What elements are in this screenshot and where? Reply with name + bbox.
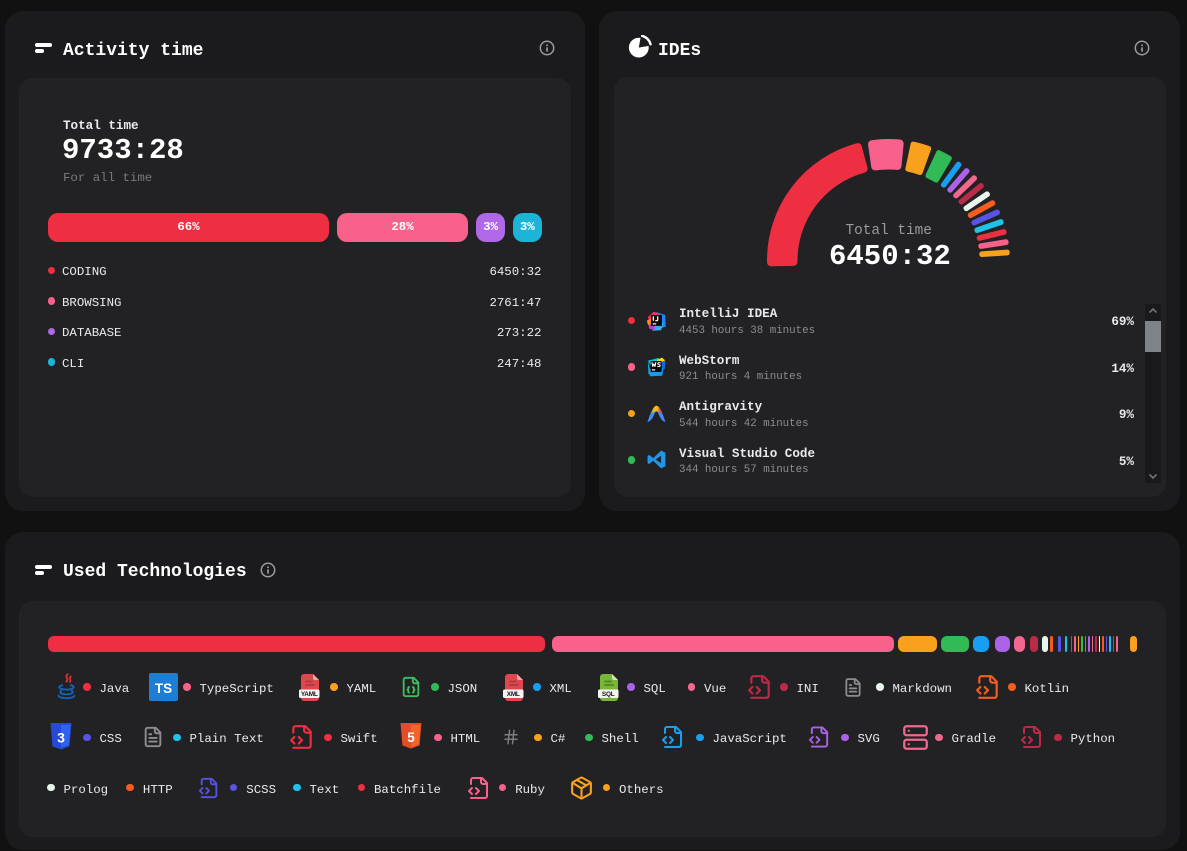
svg-text:XML: XML [507,691,520,698]
svg-text:TS: TS [154,681,171,696]
svg-text:5: 5 [407,730,415,745]
svg-text:3: 3 [57,729,65,745]
svg-text:YAML: YAML [301,691,318,698]
svg-text:SQL: SQL [602,691,615,698]
